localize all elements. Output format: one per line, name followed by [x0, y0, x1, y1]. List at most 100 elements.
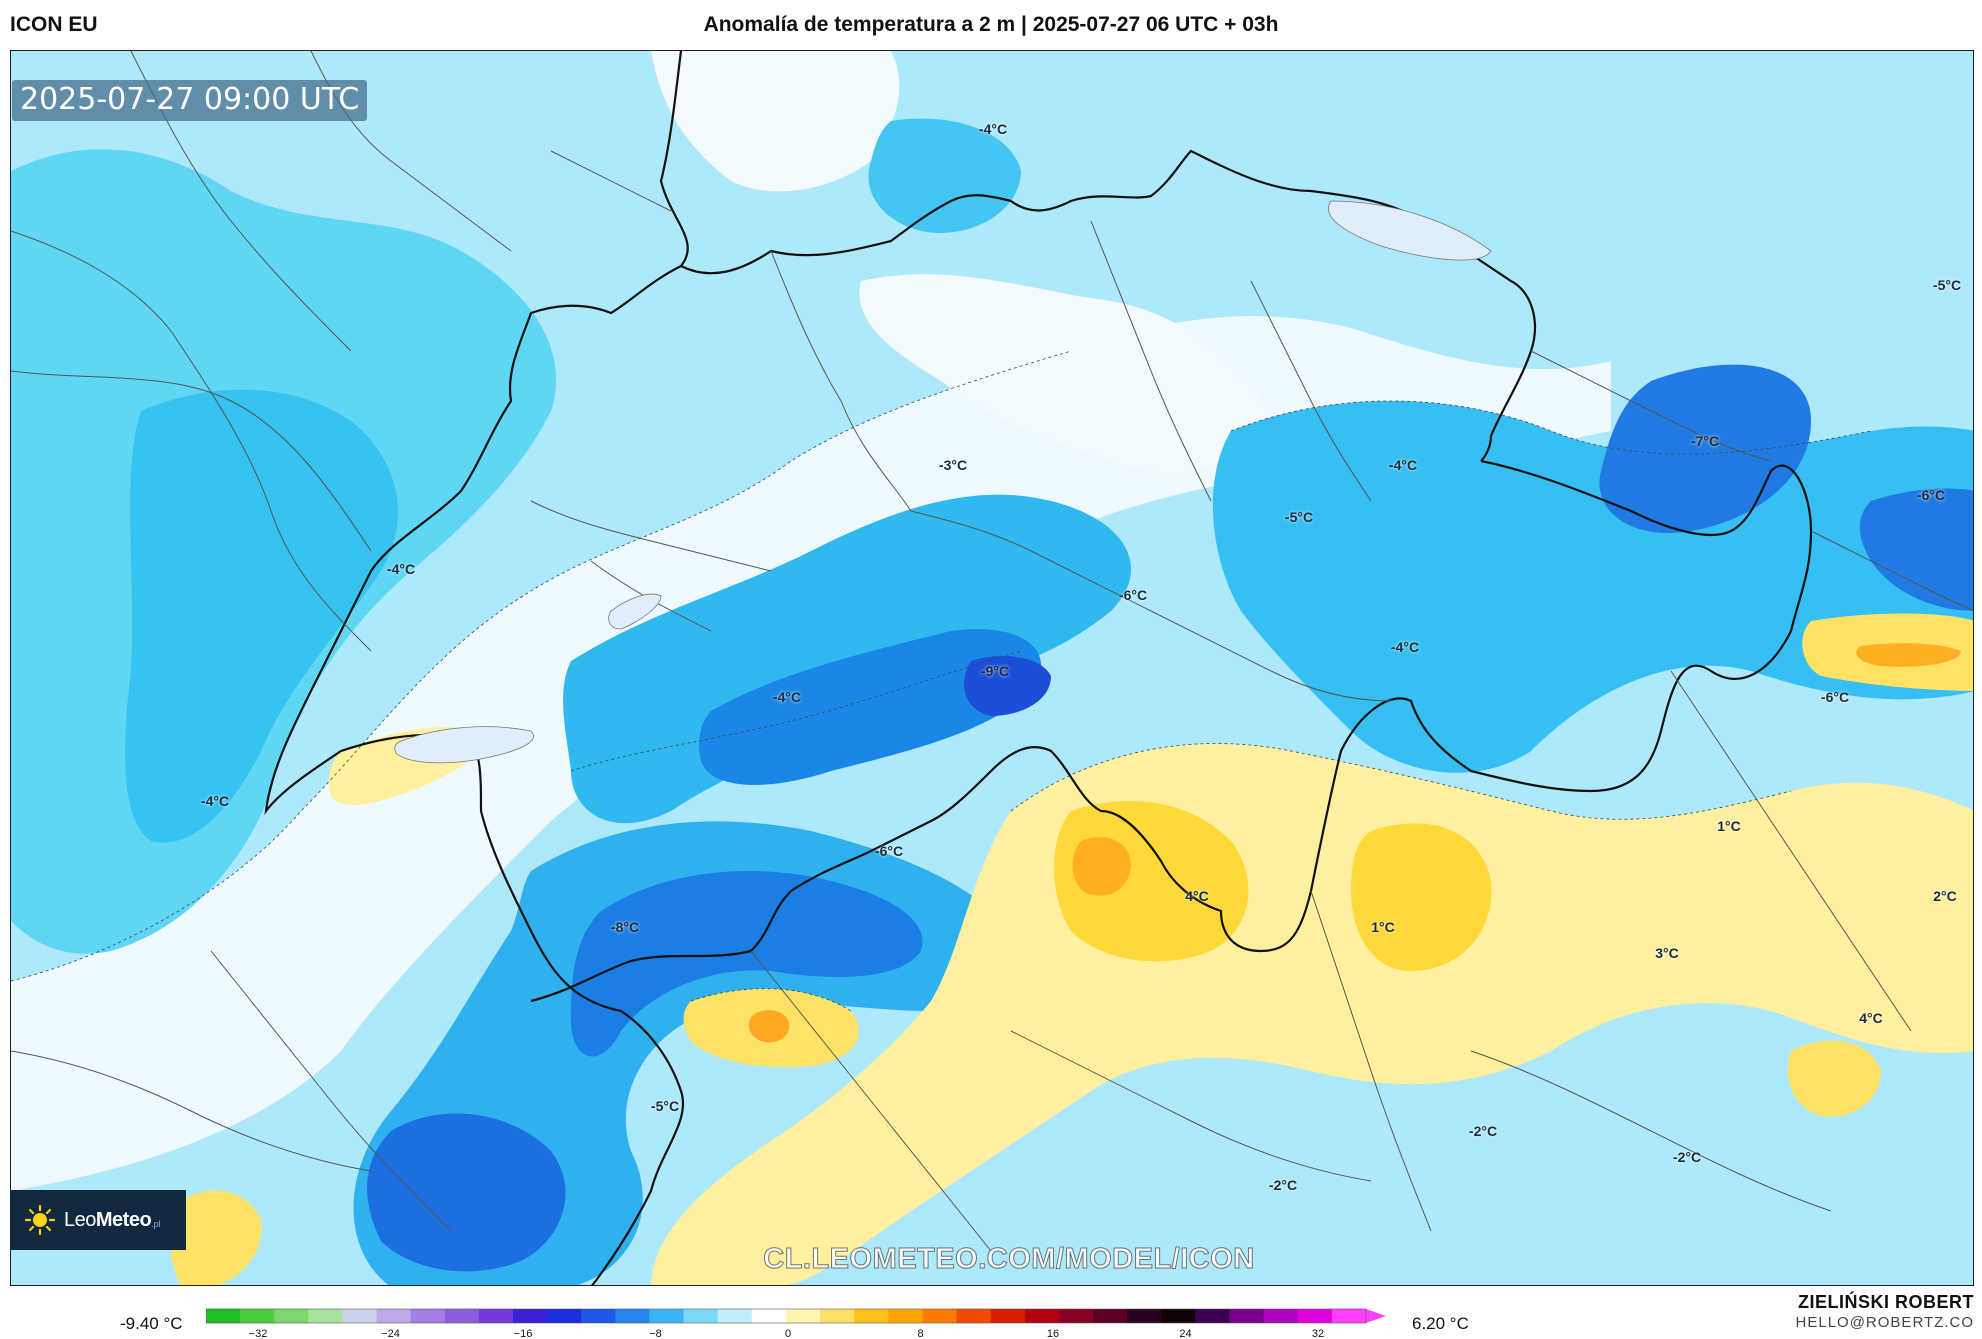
colorbar-segment — [342, 1309, 378, 1323]
contour-label: -5°C — [650, 1098, 680, 1114]
contour-label: -2°C — [1672, 1149, 1702, 1165]
east-deep-blue — [1599, 364, 1811, 533]
lake-geneva — [394, 726, 534, 764]
colorbar-min-label: -9.40 °C — [120, 1314, 183, 1333]
north-blue-area — [868, 118, 1021, 233]
colorbar-segment — [410, 1309, 446, 1323]
southwest-deep-blue — [367, 1113, 566, 1272]
sun-icon — [24, 1204, 56, 1236]
north-white-area — [859, 274, 1271, 473]
regional-borders — [11, 51, 1973, 1252]
author-credit: ZIELIŃSKI ROBERT — [1797, 1292, 1974, 1312]
lakes — [394, 200, 1492, 764]
near-zero-band — [11, 316, 1611, 1191]
map-title: Anomalía de temperatura a 2 m | 2025-07-… — [703, 13, 1279, 36]
contour-label: 1°C — [1371, 919, 1395, 935]
colorbar-segment — [615, 1309, 651, 1323]
colorbar-tick-label: −8 — [649, 1328, 662, 1339]
contour-label: -5°C — [1932, 277, 1962, 293]
country-borders — [264, 51, 1813, 1285]
contour-label: -8°C — [610, 919, 640, 935]
colorbar-segment — [240, 1309, 275, 1323]
colorbar — [206, 1308, 1386, 1324]
contour-label: -3°C — [938, 457, 968, 473]
colorbar-segment — [274, 1309, 309, 1323]
south-orange-core — [1072, 837, 1131, 896]
colorbar-segment — [547, 1309, 582, 1323]
central-deepest — [963, 656, 1051, 716]
header: ICON EU Anomalía de temperatura a 2 m | … — [0, 0, 1982, 50]
anomaly-map[interactable] — [11, 51, 1974, 1286]
colorbar-segment — [820, 1309, 855, 1323]
east-blue-area — [1212, 401, 1973, 773]
west-blue-core — [125, 389, 398, 843]
contour-label: -4°C — [978, 121, 1008, 137]
colorbar-segment — [308, 1309, 344, 1323]
colorbar-segment — [922, 1309, 958, 1323]
colorbar-segment — [649, 1309, 685, 1323]
south-gold-area-2 — [1351, 823, 1492, 971]
colorbar-segment — [1195, 1309, 1231, 1323]
contour-label: -2°C — [1268, 1177, 1298, 1193]
south-yellow-area — [651, 743, 1973, 1285]
contour-label: 4°C — [1185, 888, 1209, 904]
colorbar-segment — [990, 1309, 1026, 1323]
north-white-area-2 — [651, 51, 900, 192]
contour-label: -4°C — [772, 689, 802, 705]
colorbar-segment — [717, 1309, 753, 1323]
colorbar-segment — [1024, 1309, 1060, 1323]
contour-label: -4°C — [200, 793, 230, 809]
colorbar-segment — [1331, 1309, 1367, 1323]
contour-label: -5°C — [1284, 509, 1314, 525]
southeast-yellow — [1787, 1040, 1881, 1117]
contour-label: -4°C — [1390, 639, 1420, 655]
contour-label: -4°C — [1388, 457, 1418, 473]
colorbar-segment — [376, 1309, 412, 1323]
colorbar-segment — [581, 1309, 617, 1323]
contour-label: 1°C — [1717, 818, 1741, 834]
southwest-orange — [748, 1010, 790, 1043]
valid-time-badge: 2025-07-27 09:00 UTC — [12, 80, 368, 121]
colorbar-segment — [1297, 1309, 1333, 1323]
colorbar-tick-label: 24 — [1179, 1328, 1192, 1339]
contour-label: 4°C — [1859, 1010, 1883, 1026]
colorbar-segment — [854, 1309, 889, 1323]
model-name: ICON EU — [10, 13, 98, 36]
colorbar-outline — [206, 1308, 1367, 1324]
colorbar-segment — [1229, 1309, 1265, 1323]
colorbar-max-label: 6.20 °C — [1412, 1314, 1469, 1333]
lake-neuchatel — [608, 593, 662, 630]
contour-label: -9°C — [980, 663, 1010, 679]
footer: -9.40 °C −32 −24 −16 −8 0 8 16 24 32 6.20 °C ZIE… — [0, 1290, 1982, 1339]
colorbar-segment — [683, 1309, 719, 1323]
colorbar-segment — [956, 1309, 992, 1323]
colorbar-tick-label: −32 — [248, 1328, 268, 1339]
colorbar-tick-label: −16 — [513, 1328, 533, 1339]
colorbar-tick-label: 16 — [1046, 1328, 1060, 1339]
contour-label: -4°C — [386, 561, 416, 577]
colorbar-segment — [888, 1309, 924, 1323]
contour-lines — [11, 350, 1872, 1012]
contour-label: -6°C — [1820, 689, 1850, 705]
colorbar-segment — [1161, 1309, 1197, 1323]
colorbar-segment — [1093, 1309, 1128, 1323]
colorbar-tick-label: −24 — [381, 1328, 400, 1339]
colorbar-extend-arrow — [1366, 1309, 1386, 1323]
south-deep-blue — [571, 871, 923, 1057]
colorbar-segment — [206, 1309, 241, 1323]
contour-label: -6°C — [874, 843, 904, 859]
east-deep-blue-2 — [1859, 488, 1973, 611]
map-panel[interactable]: -4°C -3°C -4°C -5°C -5°C -7°C -6°C -6°C … — [10, 50, 1974, 1286]
contour-label: -6°C — [1118, 587, 1148, 603]
contour-label: -7°C — [1690, 433, 1720, 449]
contour-label: -2°C — [1468, 1123, 1498, 1139]
far-sw-yellow — [169, 1190, 262, 1285]
colorbar-segment — [513, 1309, 548, 1323]
contour-label: -6°C — [1916, 487, 1946, 503]
contour-label: 2°C — [1933, 888, 1957, 904]
colorbar-segment — [751, 1309, 787, 1323]
colorbar-segment — [1127, 1309, 1162, 1323]
leometeo-logo[interactable]: LeoMeteo .pl — [10, 1190, 186, 1250]
colorbar-segment — [786, 1309, 821, 1323]
author-contact[interactable]: HELLO@ROBERTZ.CO — [1795, 1314, 1974, 1331]
